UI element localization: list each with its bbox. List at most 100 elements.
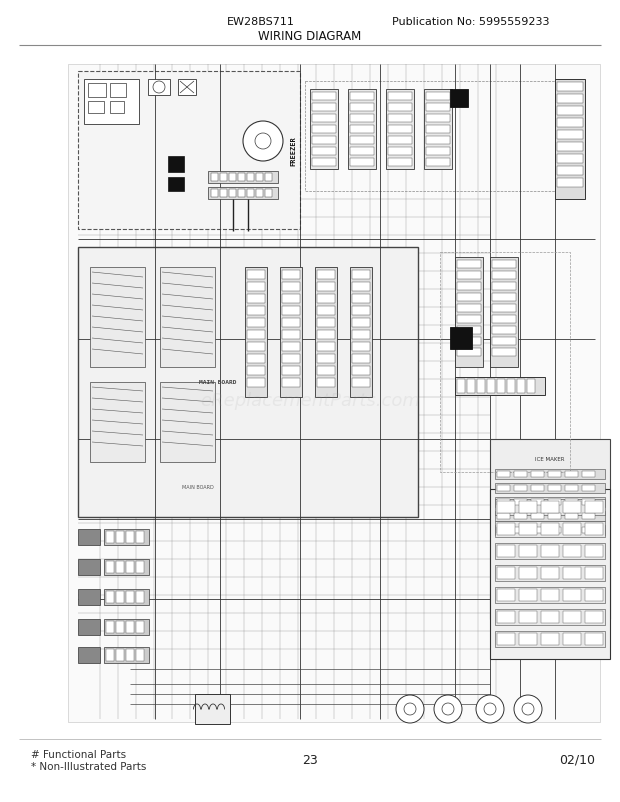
Bar: [136, 649, 144, 661]
Bar: [514, 528, 527, 533]
Bar: [247, 282, 265, 292]
Bar: [247, 306, 265, 316]
Bar: [282, 318, 300, 327]
Circle shape: [522, 703, 534, 715]
Bar: [126, 532, 134, 543]
Bar: [519, 589, 537, 602]
Bar: [282, 342, 300, 351]
Text: * Non-Illustrated Parts: * Non-Illustrated Parts: [31, 761, 146, 771]
Bar: [352, 330, 370, 339]
Bar: [457, 379, 465, 394]
Bar: [78, 619, 100, 635]
Bar: [557, 143, 583, 152]
Bar: [78, 72, 300, 229]
Bar: [424, 90, 452, 170]
Bar: [514, 513, 527, 520]
Bar: [517, 379, 525, 394]
Bar: [104, 647, 149, 663]
Bar: [352, 294, 370, 304]
Bar: [352, 354, 370, 363]
Bar: [519, 567, 537, 579]
Bar: [106, 649, 114, 661]
Bar: [426, 148, 450, 156]
Circle shape: [434, 695, 462, 723]
Bar: [585, 501, 603, 513]
Bar: [490, 257, 518, 367]
Bar: [388, 137, 412, 145]
Bar: [104, 559, 149, 575]
Circle shape: [153, 82, 165, 94]
Bar: [312, 148, 336, 156]
Bar: [247, 294, 265, 304]
Text: MAIN BOARD: MAIN BOARD: [199, 380, 237, 385]
Bar: [531, 528, 544, 533]
Bar: [563, 611, 581, 623]
Bar: [312, 137, 336, 145]
Bar: [519, 545, 537, 557]
Bar: [582, 513, 595, 520]
Bar: [495, 521, 605, 537]
Circle shape: [442, 703, 454, 715]
Bar: [160, 268, 215, 367]
Bar: [497, 524, 515, 535]
Bar: [497, 634, 515, 645]
Bar: [136, 622, 144, 634]
Bar: [168, 157, 184, 172]
Bar: [457, 349, 481, 357]
Bar: [282, 330, 300, 339]
Bar: [352, 318, 370, 327]
Bar: [178, 80, 196, 96]
Bar: [585, 545, 603, 557]
Bar: [585, 589, 603, 602]
Bar: [104, 529, 149, 545]
Bar: [497, 567, 515, 579]
Bar: [477, 379, 485, 394]
Bar: [126, 622, 134, 634]
Bar: [352, 342, 370, 351]
Bar: [527, 379, 535, 394]
Bar: [68, 65, 600, 722]
Bar: [388, 148, 412, 156]
Bar: [106, 532, 114, 543]
Bar: [78, 529, 100, 545]
Bar: [388, 126, 412, 134]
Circle shape: [484, 703, 496, 715]
Bar: [136, 591, 144, 603]
Bar: [492, 316, 516, 323]
Bar: [495, 565, 605, 581]
Bar: [531, 513, 544, 520]
Bar: [110, 102, 124, 114]
Bar: [582, 528, 595, 533]
Bar: [457, 305, 481, 313]
Bar: [84, 80, 139, 125]
Bar: [582, 472, 595, 477]
Bar: [126, 591, 134, 603]
Text: ICE MAKER: ICE MAKER: [535, 457, 565, 462]
Bar: [492, 338, 516, 346]
Bar: [195, 695, 230, 724]
Bar: [557, 95, 583, 104]
Bar: [168, 178, 184, 192]
Bar: [585, 567, 603, 579]
Bar: [78, 647, 100, 663]
Bar: [312, 104, 336, 111]
Bar: [585, 634, 603, 645]
Bar: [388, 159, 412, 167]
Text: Publication No: 5995559233: Publication No: 5995559233: [392, 18, 550, 27]
Bar: [497, 528, 510, 533]
Bar: [317, 270, 335, 280]
Bar: [220, 190, 227, 198]
Bar: [312, 115, 336, 123]
Bar: [317, 367, 335, 375]
Bar: [247, 270, 265, 280]
Bar: [426, 126, 450, 134]
Bar: [317, 306, 335, 316]
Bar: [106, 561, 114, 573]
Bar: [220, 174, 227, 182]
Circle shape: [514, 695, 542, 723]
Bar: [238, 190, 245, 198]
Text: eReplacementParts.com: eReplacementParts.com: [200, 392, 420, 410]
Bar: [541, 545, 559, 557]
Bar: [531, 485, 544, 492]
Bar: [557, 119, 583, 128]
